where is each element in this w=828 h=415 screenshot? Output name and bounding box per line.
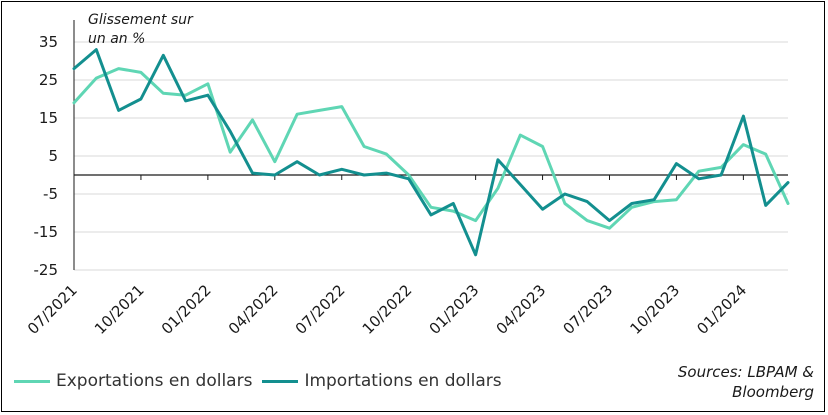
x-tick-label: 07/2022 <box>292 281 349 338</box>
y-axis-label-line1: Glissement sur <box>88 12 194 28</box>
y-tick-label: -5 <box>43 185 58 203</box>
series-line-imports <box>72 48 790 257</box>
x-tick-label: 01/2022 <box>158 281 215 338</box>
legend-label-exports: Exportations en dollars <box>56 371 253 391</box>
y-tick-labels: 35 25 15 5 -5 -15 -25 <box>34 33 59 279</box>
legend-swatch-exports <box>14 379 50 383</box>
x-tick-labels: 07/2021 10/2021 01/2022 04/2022 07/2022 10/20… <box>24 281 750 338</box>
y-tick-label: -25 <box>34 261 59 279</box>
x-tick-label: 01/2024 <box>693 281 750 338</box>
y-tick-label: 35 <box>39 33 58 51</box>
x-tick-label: 10/2022 <box>359 281 416 338</box>
legend-swatch-imports <box>262 379 299 383</box>
y-tick-label: 15 <box>39 109 58 127</box>
x-tick-label: 01/2023 <box>426 281 483 338</box>
x-tick-label: 07/2023 <box>560 281 617 338</box>
x-tick-label: 10/2023 <box>626 281 683 338</box>
legend-item-exports: Exportations en dollars <box>14 371 252 391</box>
series-line-exports <box>72 67 790 230</box>
legend: Exportations en dollars Importations en … <box>14 371 512 391</box>
x-tick-label: 10/2021 <box>91 281 148 338</box>
legend-label-imports: Importations en dollars <box>304 371 502 391</box>
sources-note: Sources: LBPAM & Bloomberg <box>614 362 814 402</box>
sources-line1: Sources: LBPAM & <box>677 363 814 381</box>
legend-item-imports: Importations en dollars <box>262 371 502 391</box>
x-tick-label: 04/2022 <box>225 281 282 338</box>
y-axis-label-line2: un an % <box>88 31 145 47</box>
x-tick-label: 04/2023 <box>493 281 550 338</box>
x-tick-label: 07/2021 <box>24 281 81 338</box>
y-tick-label: 25 <box>39 71 58 89</box>
series-lines <box>72 48 790 257</box>
y-tick-label: -15 <box>34 223 59 241</box>
grid-lines <box>74 41 788 271</box>
sources-line2: Bloomberg <box>732 383 814 401</box>
y-tick-label: 5 <box>48 147 58 165</box>
